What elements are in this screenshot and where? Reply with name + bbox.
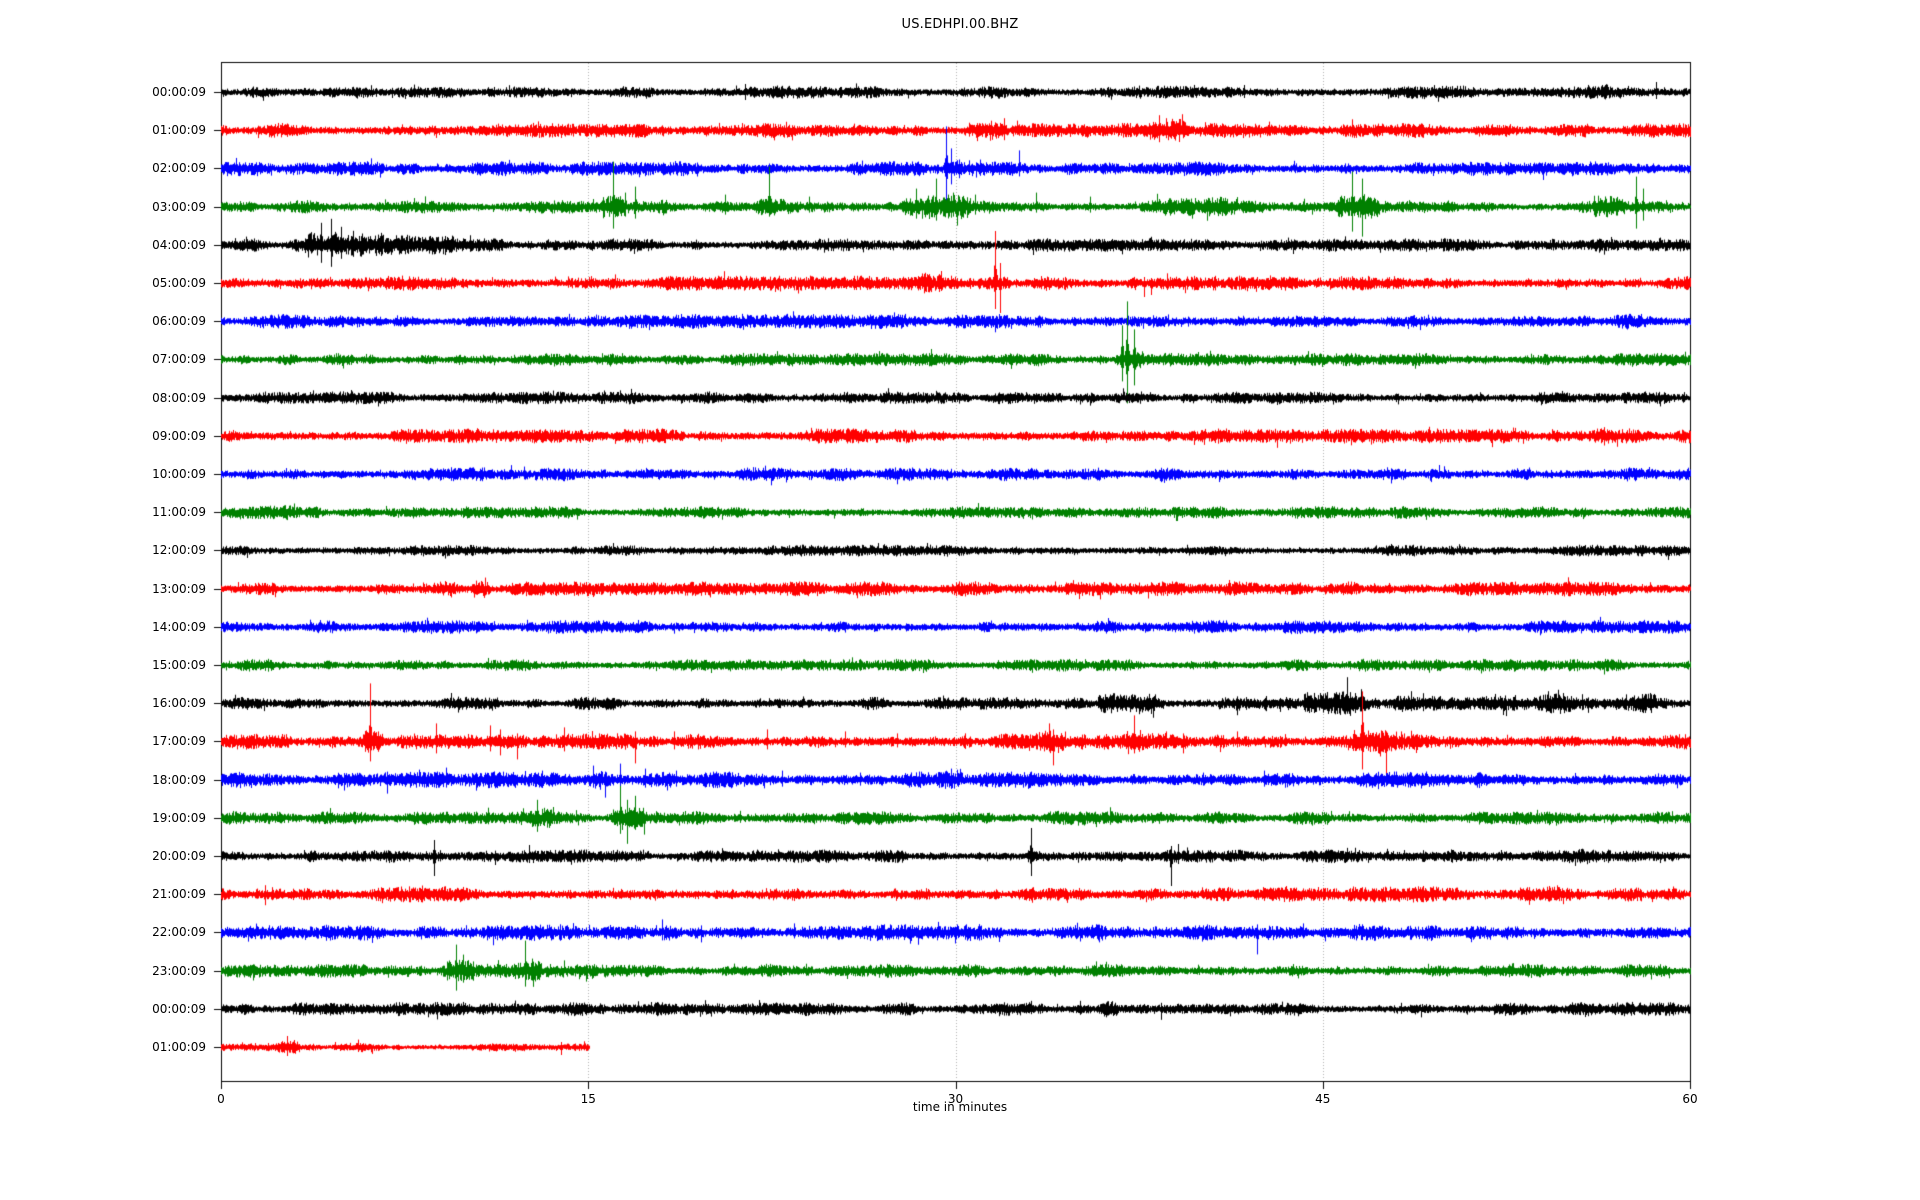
ytick-label-row-5: 05:00:09 [152,276,206,290]
ytick-label-row-4: 04:00:09 [152,237,206,252]
ytick-label-row-24: 00:00:09 [152,1001,206,1016]
ytick-label-row-23: 23:00:09 [152,963,206,978]
xtick-label-30: 30 [947,1092,964,1106]
ytick-label-row-22: 22:00:09 [152,925,206,940]
ytick-label-row-19: 19:00:09 [152,810,206,825]
ytick-label-row-18: 18:00:09 [152,772,206,787]
ytick-label-row-8: 08:00:09 [152,390,206,405]
xtick-label-45: 45 [1315,1092,1331,1106]
ytick-label-row-15: 15:00:09 [152,658,206,672]
ytick-label-row-3: 03:00:09 [152,199,206,214]
xtick-label-60: 60 [1682,1092,1698,1106]
ytick-label-row-12: 12:00:09 [152,543,206,558]
x-axis-label: time in minutes [912,1100,1008,1114]
ytick-label-row-9: 09:00:09 [152,428,206,443]
ytick-label-row-6: 06:00:09 [152,314,206,329]
ytick-label-row-21: 21:00:09 [152,887,206,902]
ytick-label-row-13: 13:00:09 [152,581,206,596]
xtick-label-15: 15 [580,1092,596,1106]
xtick-label-0: 0 [217,1092,225,1106]
ytick-label-row-17: 17:00:09 [152,734,206,749]
ytick-label-row-0: 00:00:09 [152,85,206,99]
ytick-label-row-1: 01:00:09 [152,123,206,138]
ytick-label-row-16: 16:00:09 [152,696,206,711]
ytick-label-row-11: 11:00:09 [152,505,206,520]
ytick-label-row-7: 07:00:09 [152,352,206,367]
ytick-label-row-20: 20:00:09 [152,849,206,863]
ytick-label-row-10: 10:00:09 [152,467,206,481]
ytick-label-row-25: 01:00:09 [152,1040,206,1054]
ytick-label-row-14: 14:00:09 [152,619,206,634]
ytick-label-row-2: 02:00:09 [152,161,206,176]
chart-title: US.EDHPI.00.BHZ [901,17,1019,32]
